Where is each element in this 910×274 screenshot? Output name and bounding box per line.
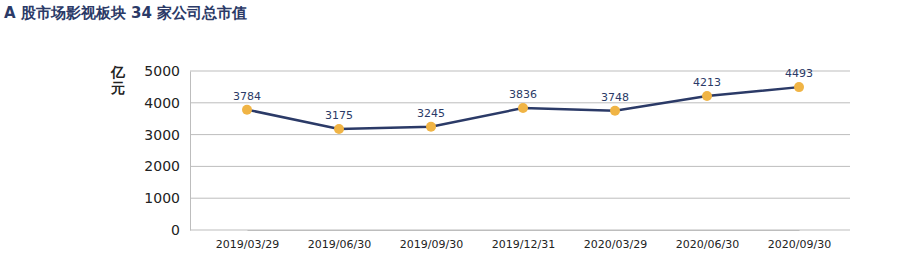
y-tick-label: 1000	[144, 190, 180, 206]
y-tick-label: 0	[171, 222, 180, 238]
y-axis-line	[190, 72, 191, 231]
y-tick-label: 3000	[144, 127, 180, 143]
marker	[518, 103, 528, 113]
data-label: 3836	[509, 88, 537, 101]
line	[247, 87, 799, 129]
x-tick: 2019/12/31	[492, 230, 555, 251]
y-tick: 5000	[144, 63, 190, 79]
y-tick: 3000	[144, 127, 190, 143]
grid-line	[190, 166, 850, 167]
x-axis-line	[248, 230, 800, 231]
grid	[190, 71, 850, 230]
marker	[610, 106, 620, 116]
y-tick-label: 2000	[144, 158, 180, 174]
grid-line	[190, 102, 850, 103]
y-tick: 4000	[144, 95, 190, 111]
marker	[426, 122, 436, 132]
x-tick-label: 2020/03/29	[584, 238, 647, 251]
x-tick-label: 2020/09/30	[768, 238, 831, 251]
x-tick-label: 2019/06/30	[308, 238, 371, 251]
y-tick: 2000	[144, 158, 190, 174]
marker	[794, 82, 804, 92]
x-axis: 2019/03/29 2019/06/30 2019/09/30 2019/12/31…	[216, 230, 831, 251]
x-tick-label: 2019/03/29	[216, 238, 279, 251]
x-tick: 2020/06/30	[676, 230, 739, 251]
grid-line	[190, 71, 850, 72]
chart: A 股市场影视板块 34 家公司总市值亿元 0 1000 2000 3000 4000 50…	[0, 0, 910, 274]
data-label: 3748	[601, 91, 629, 104]
marker	[702, 91, 712, 101]
x-tick: 2019/06/30	[308, 230, 371, 251]
x-tick-label: 2020/06/30	[676, 238, 739, 251]
y-tick-label: 4000	[144, 95, 180, 111]
y-tick-label: 5000	[144, 63, 180, 79]
marker	[334, 124, 344, 134]
y-tick: 1000	[144, 190, 190, 206]
marker	[242, 105, 252, 115]
plot-area	[242, 82, 804, 134]
grid-line	[190, 198, 850, 199]
data-label: 3175	[325, 109, 353, 122]
grid-line	[190, 230, 850, 231]
data-label: 3784	[233, 90, 261, 103]
grid-line	[190, 134, 850, 135]
x-tick: 2020/09/30	[768, 230, 831, 251]
x-tick: 2019/03/29	[216, 230, 279, 251]
x-tick: 2019/09/30	[400, 230, 463, 251]
data-label: 4213	[693, 76, 721, 89]
title: A 股市场影视板块 34 家公司总市值	[4, 4, 247, 22]
x-tick-label: 2019/09/30	[400, 238, 463, 251]
y-axis: 0 1000 2000 3000 4000 5000	[144, 63, 190, 238]
data-label: 4493	[785, 67, 813, 80]
data-labels: 3784 3175 3245 3836 3748 4213 4493	[233, 67, 813, 122]
y-tick: 0	[171, 222, 190, 238]
x-tick-label: 2019/12/31	[492, 238, 555, 251]
x-tick: 2020/03/29	[584, 230, 647, 251]
data-label: 3245	[417, 107, 445, 120]
y-axis-title: 亿元	[110, 64, 126, 96]
